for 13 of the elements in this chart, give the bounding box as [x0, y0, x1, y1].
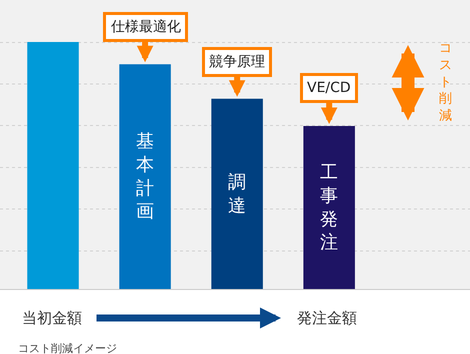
- x-tick-label: 基本計画: [136, 131, 154, 222]
- bar: [303, 126, 355, 289]
- annotation: 競争原理: [209, 54, 265, 70]
- bar: [211, 98, 263, 289]
- text: 発注金額: [297, 309, 357, 327]
- text: コスト削減イメージ: [18, 342, 117, 354]
- bar: [27, 42, 79, 289]
- text: コスト削減: [439, 41, 452, 124]
- x-tick-label: 調達: [228, 172, 246, 216]
- text: 当初金額: [22, 309, 82, 327]
- annotation: VE/CD: [307, 80, 351, 96]
- x-tick-label: 工事発注: [320, 162, 338, 254]
- bar: [119, 64, 171, 289]
